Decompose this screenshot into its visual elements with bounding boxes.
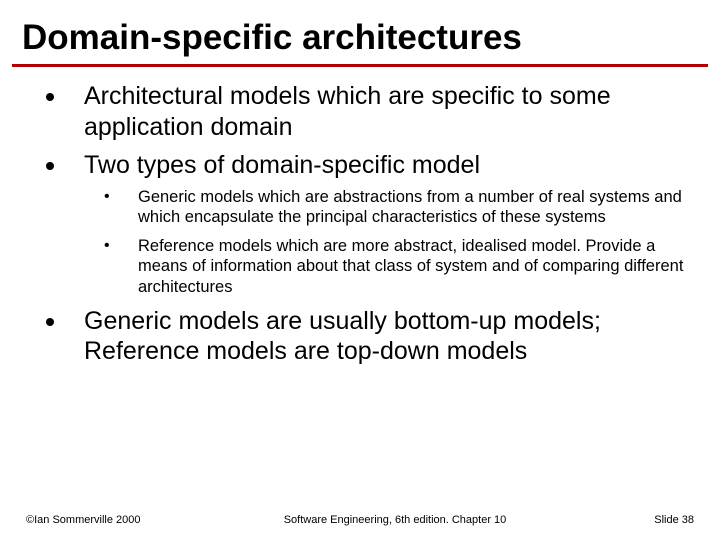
bullet-item: Two types of domain-specific model Gener… (30, 150, 690, 298)
footer-slide-num: Slide 38 (614, 514, 694, 526)
sub-bullet-text: Reference models which are more abstract… (138, 237, 683, 296)
slide-content: Architectural models which are specific … (0, 67, 720, 367)
sub-bullet-item: Reference models which are more abstract… (84, 236, 690, 298)
bullet-text: Generic models are usually bottom-up mod… (84, 307, 601, 366)
bullet-item: Generic models are usually bottom-up mod… (30, 306, 690, 367)
sub-bullet-text: Generic models which are abstractions fr… (138, 188, 682, 227)
bullet-text: Architectural models which are specific … (84, 82, 611, 141)
bullet-item: Architectural models which are specific … (30, 81, 690, 142)
slide: Domain-specific architectures Architectu… (0, 0, 720, 540)
slide-title: Domain-specific architectures (0, 0, 720, 64)
bullet-text: Two types of domain-specific model (84, 151, 480, 179)
footer-copyright: ©Ian Sommerville 2000 (26, 514, 176, 526)
footer-book: Software Engineering, 6th edition. Chapt… (176, 514, 614, 526)
slide-footer: ©Ian Sommerville 2000 Software Engineeri… (0, 514, 720, 526)
bullet-list: Architectural models which are specific … (30, 81, 690, 367)
sub-bullet-item: Generic models which are abstractions fr… (84, 187, 690, 228)
sub-bullet-list: Generic models which are abstractions fr… (84, 187, 690, 298)
